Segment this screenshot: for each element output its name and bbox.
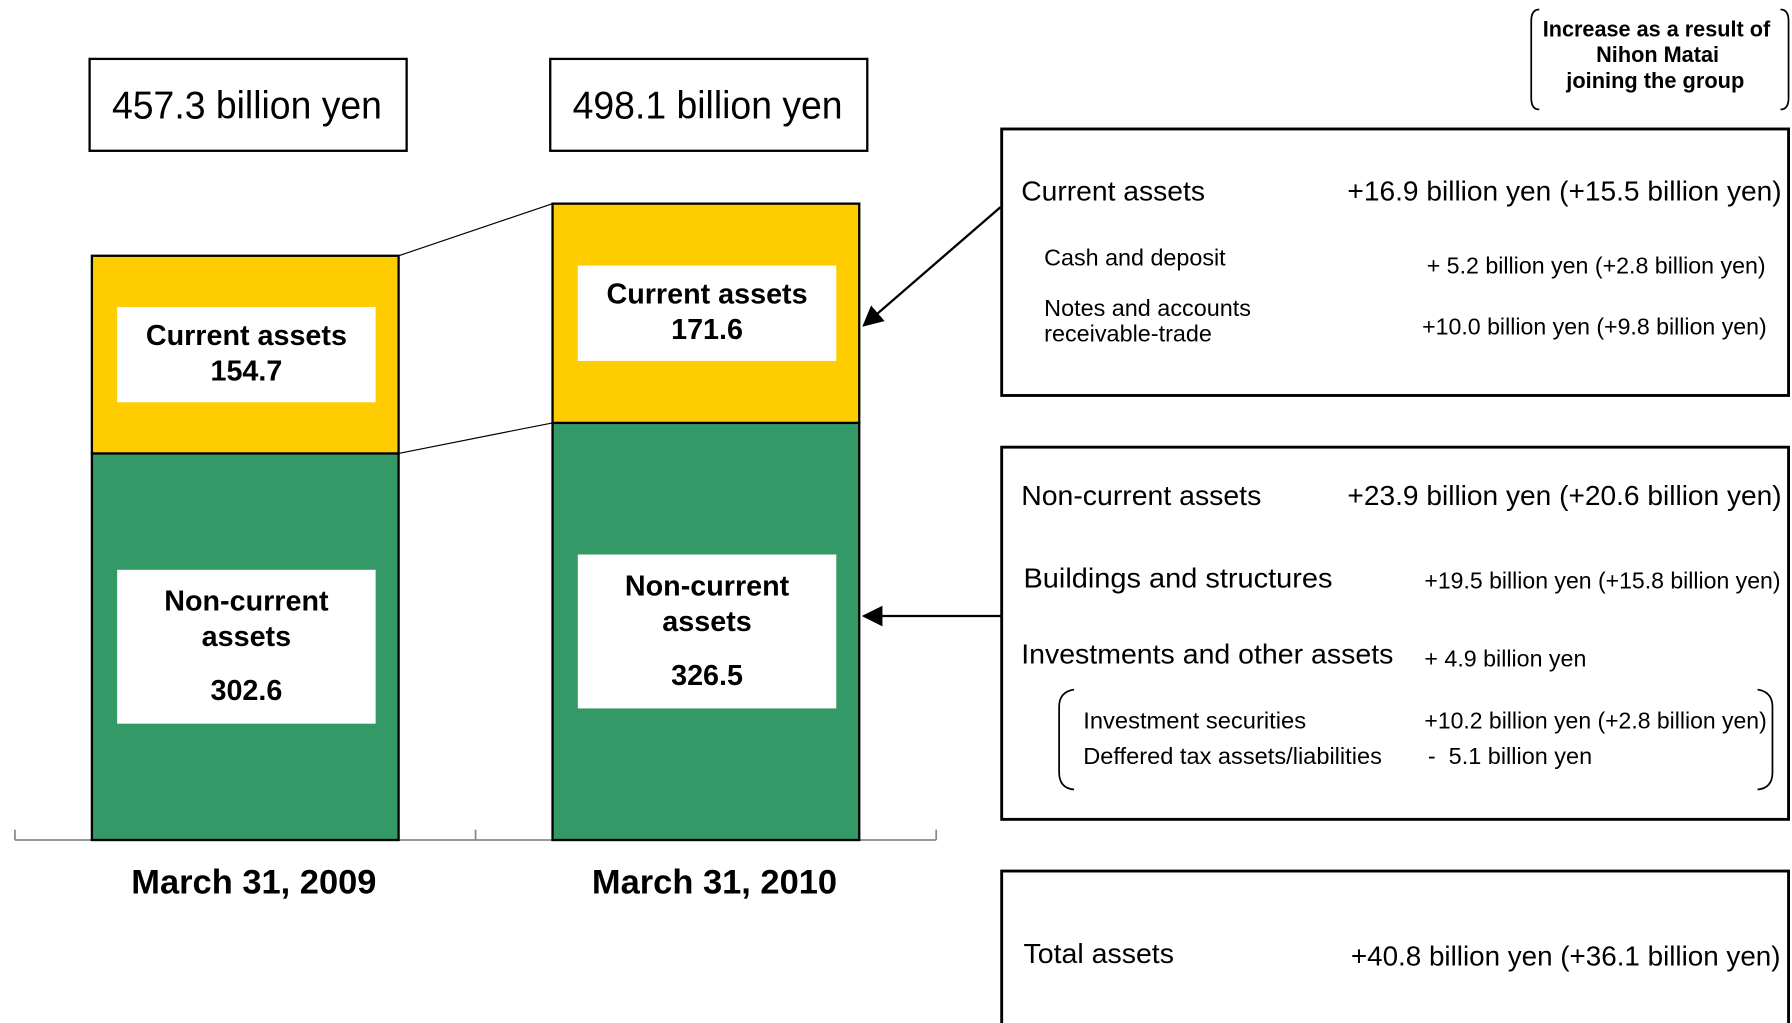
note-line: Nihon Matai <box>1596 42 1719 67</box>
connector-line <box>398 422 553 454</box>
bracket <box>1058 688 1075 791</box>
panel-label: Notes and accounts <box>1044 295 1251 321</box>
bracket <box>1780 8 1790 111</box>
label-box <box>117 569 376 724</box>
panel-label: Investment securities <box>1083 708 1306 734</box>
panel-value: +10.2 billion yen (+2.8 billion yen) <box>1424 708 1766 734</box>
segment-name: Current assets <box>606 278 808 311</box>
note-line: Increase as a result of <box>1543 17 1771 42</box>
panel-value: +10.0 billion yen (+9.8 billion yen) <box>1422 314 1767 340</box>
segment-label: Non-current assets 326.5 <box>578 554 836 708</box>
panel-label: Investments and other assets <box>1021 638 1393 669</box>
panel-value: +16.9 billion yen (+15.5 billion yen) <box>1347 176 1781 207</box>
x-tick-label: March 31, 2010 <box>592 864 837 902</box>
bracket <box>1757 688 1774 791</box>
panel-label: receivable-trade <box>1044 320 1212 346</box>
segment-value: 171.6 <box>671 314 743 347</box>
segment-value: 302.6 <box>210 674 283 708</box>
segment-value: 326.5 <box>671 659 743 692</box>
panel-label: Buildings and structures <box>1024 563 1333 594</box>
bracket <box>1530 8 1540 111</box>
segment-value: 154.7 <box>210 355 283 388</box>
segment-label-box: Current assets 154.7 <box>117 307 375 402</box>
panel <box>1000 445 1790 821</box>
segment-label-box: Non-current assets 302.6 <box>117 570 375 724</box>
panel-label: Deffered tax assets/liabilities <box>1083 743 1382 769</box>
panel-label: Non-current assets <box>1021 480 1261 511</box>
panel <box>1000 127 1790 397</box>
segment-name: Non-current assets <box>624 569 790 638</box>
panel-value: +40.8 billion yen (+36.1 billion yen) <box>1351 941 1781 972</box>
panel-label: Total assets <box>1024 938 1174 969</box>
segment-label-box: Non-current assets 326.5 <box>578 554 836 708</box>
segment-label-box: Current assets 171.6 <box>578 266 836 361</box>
total-box <box>88 57 408 152</box>
x-tick-label: March 31, 2009 <box>131 864 376 902</box>
arrow <box>862 206 1002 327</box>
panel-value: + 5.2 billion yen (+2.8 billion yen) <box>1427 253 1766 279</box>
segment-name: Non-current assets <box>164 585 329 654</box>
panel-label: Cash and deposit <box>1044 245 1226 271</box>
panel <box>1000 869 1790 1023</box>
panel-value: +19.5 billion yen (+15.8 billion yen) <box>1424 567 1780 593</box>
total-label: 498.1 billion yen <box>573 85 843 128</box>
label-box <box>577 554 837 709</box>
segment-label: Non-current assets 302.6 <box>117 570 375 724</box>
label-box <box>577 265 837 361</box>
label-box <box>117 306 376 403</box>
total-label: 457.3 billion yen <box>112 85 382 128</box>
note-line: joining the group <box>1565 68 1744 93</box>
panel-value: +23.9 billion yen (+20.6 billion yen) <box>1347 480 1781 511</box>
panel-value: - 5.1 billion yen <box>1428 743 1592 769</box>
segment-name: Current assets <box>145 320 347 353</box>
panel-label: Current assets <box>1021 176 1205 207</box>
panel-value: + 4.9 billion yen <box>1424 646 1586 672</box>
total-box <box>549 57 869 152</box>
connector-line <box>398 203 553 257</box>
